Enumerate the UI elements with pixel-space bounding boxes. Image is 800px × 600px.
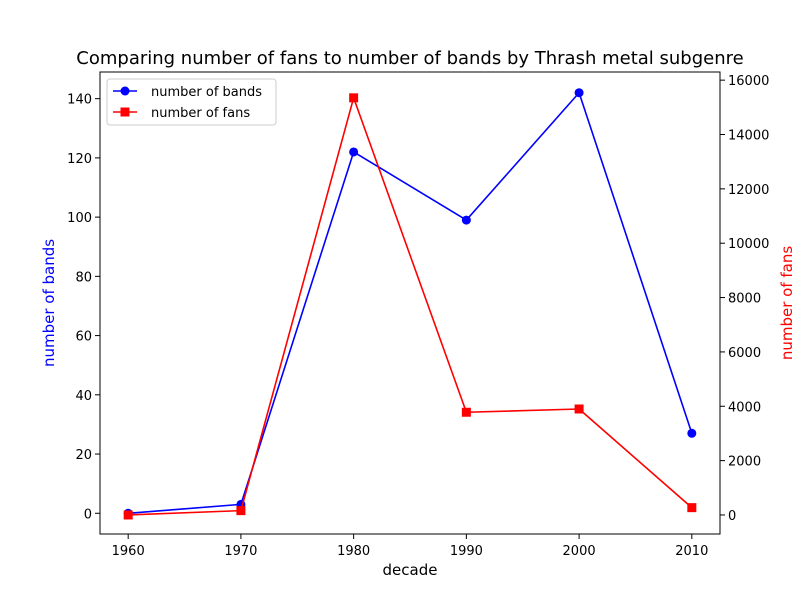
x-tick-label: 1970 bbox=[224, 544, 257, 559]
y-tick-label-left: 80 bbox=[75, 270, 92, 285]
data-point-number-of-fans bbox=[574, 404, 584, 414]
data-point-number-of-bands bbox=[687, 428, 697, 438]
series-line-number-of-fans bbox=[128, 97, 693, 516]
y-tick-label-left: 140 bbox=[67, 93, 92, 108]
plot-frame bbox=[99, 71, 721, 535]
y-tick-label-right: 2000 bbox=[728, 455, 761, 470]
y-tick-label-right: 0 bbox=[728, 509, 736, 524]
chart-title: Comparing number of fans to number of ba… bbox=[76, 48, 743, 69]
data-point-number-of-fans bbox=[123, 510, 133, 520]
y-tick-label-left: 20 bbox=[75, 448, 92, 463]
data-point-number-of-bands bbox=[461, 215, 471, 225]
x-tick-label: 2010 bbox=[675, 544, 708, 559]
data-point-number-of-fans bbox=[236, 506, 246, 516]
data-point-number-of-fans bbox=[687, 503, 697, 513]
y-tick-label-right: 16000 bbox=[728, 74, 769, 89]
y-tick-label-right: 12000 bbox=[728, 183, 769, 198]
y-tick-label-left: 60 bbox=[75, 330, 92, 345]
data-point-number-of-bands bbox=[574, 88, 584, 98]
y-tick-label-right: 8000 bbox=[728, 292, 761, 307]
plot-marks bbox=[123, 88, 697, 520]
y-tick-label-left: 40 bbox=[75, 389, 92, 404]
y-tick-label-right: 10000 bbox=[728, 237, 769, 252]
legend-box bbox=[106, 78, 277, 126]
legend-marker-number-of-bands bbox=[120, 86, 130, 96]
y-axis-label-right: number of fans bbox=[778, 246, 796, 361]
y-tick-label-left: 0 bbox=[84, 507, 92, 522]
y-tick-label-right: 4000 bbox=[728, 400, 761, 415]
x-axis-label: decade bbox=[383, 561, 438, 579]
y-tick-label-left: 120 bbox=[67, 152, 92, 167]
legend-marker-number-of-fans bbox=[120, 107, 130, 117]
axis-ticks: 1960 1970 1980 1990 2000 2010 0 20 40 60 80 100 120 1… bbox=[67, 74, 769, 559]
legend: number of bands number of fans bbox=[106, 78, 277, 126]
legend-label-number-of-bands: number of bands bbox=[151, 85, 262, 100]
x-tick-label: 1990 bbox=[450, 544, 483, 559]
data-point-number-of-bands bbox=[349, 147, 359, 157]
data-point-number-of-fans bbox=[349, 93, 359, 103]
y-tick-label-right: 6000 bbox=[728, 346, 761, 361]
legend-label-number-of-fans: number of fans bbox=[151, 106, 250, 121]
y-tick-label-left: 100 bbox=[67, 211, 92, 226]
x-tick-label: 2000 bbox=[563, 544, 596, 559]
x-tick-label: 1960 bbox=[112, 544, 145, 559]
y-tick-label-right: 14000 bbox=[728, 129, 769, 144]
x-tick-label: 1980 bbox=[337, 544, 370, 559]
data-point-number-of-fans bbox=[461, 407, 471, 417]
series-line-number-of-bands bbox=[128, 91, 693, 515]
y-axis-label-left: number of bands bbox=[40, 239, 58, 367]
